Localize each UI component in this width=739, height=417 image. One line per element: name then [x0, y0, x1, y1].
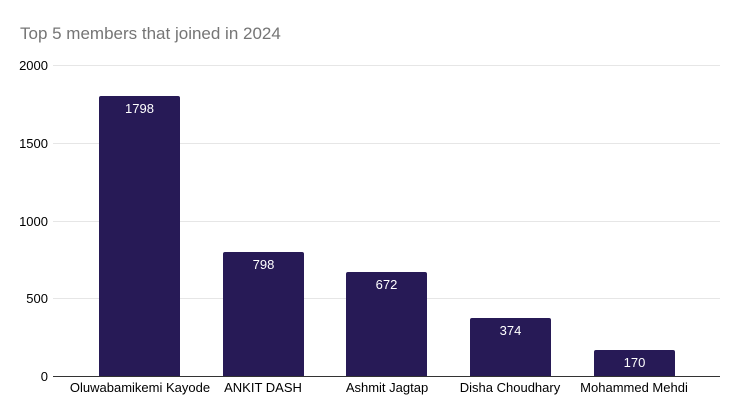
- gridline: [53, 65, 720, 66]
- y-axis-tick-label: 1000: [19, 214, 48, 229]
- y-axis-tick-label: 0: [40, 369, 48, 384]
- x-axis-category-label: Oluwabamikemi Kayode: [69, 380, 211, 395]
- bar-value-label: 170: [623, 355, 646, 370]
- y-axis-tick-label: 1500: [19, 136, 48, 151]
- bar-value-label: 374: [499, 323, 522, 338]
- y-axis-tick-label: 500: [26, 291, 48, 306]
- gridline: [53, 221, 720, 222]
- gridline: [53, 143, 720, 144]
- bar-value-label: 798: [252, 257, 275, 272]
- bar[interactable]: 1798: [99, 96, 180, 376]
- chart-title: Top 5 members that joined in 2024: [20, 24, 281, 43]
- x-axis-category-label: Disha Choudhary: [459, 380, 561, 395]
- bar[interactable]: 798: [223, 252, 304, 376]
- x-axis-category-label: Ashmit Jagtap: [345, 380, 429, 395]
- plot-area: 1798 798 672 374 170: [53, 65, 720, 377]
- x-axis-line: [53, 376, 720, 377]
- bar-value-label: 672: [375, 277, 398, 292]
- x-axis-category-label: Mohammed Mehdi: [580, 380, 688, 395]
- bar[interactable]: 374: [470, 318, 551, 376]
- bar[interactable]: 672: [346, 272, 427, 376]
- bar-value-label: 1798: [125, 101, 154, 116]
- y-axis-tick-label: 2000: [19, 58, 48, 73]
- bar[interactable]: 170: [594, 350, 675, 376]
- x-axis-category-label: ANKIT DASH: [224, 380, 302, 395]
